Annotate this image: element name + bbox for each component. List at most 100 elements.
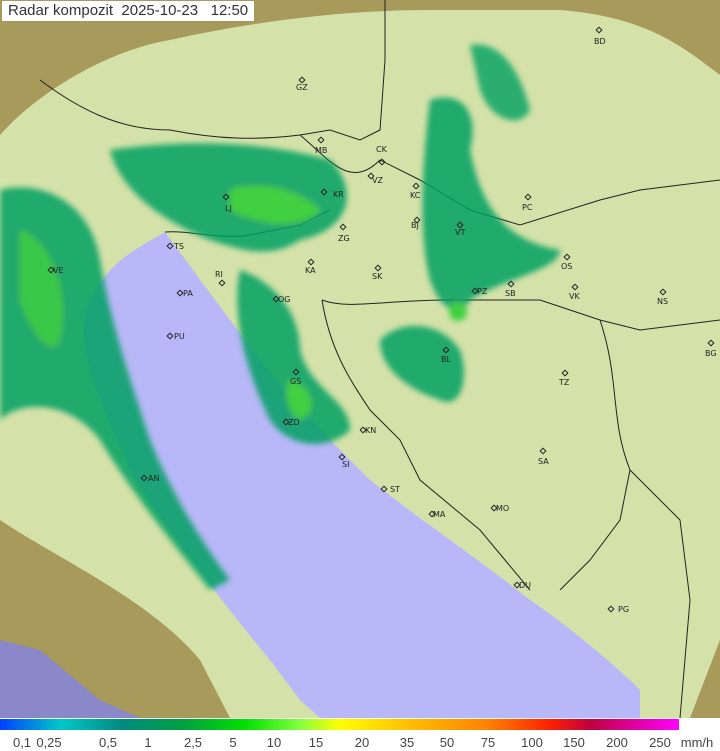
city-marker-icon <box>140 474 148 482</box>
city-label: GZ <box>296 83 308 92</box>
city-marker-icon <box>166 242 174 250</box>
city-label: GS <box>290 377 301 386</box>
city-marker-icon <box>380 485 388 493</box>
city-label: MO <box>496 504 509 513</box>
city-marker-icon <box>595 26 603 34</box>
city-marker-icon <box>442 346 450 354</box>
legend-tick: 50 <box>439 735 455 750</box>
city-label: PU <box>174 332 185 341</box>
city-label: ST <box>390 485 400 494</box>
city-label: SA <box>538 457 549 466</box>
legend-tick: 35 <box>399 735 415 750</box>
city-label: LJ <box>225 204 232 213</box>
city-marker-icon <box>412 182 420 190</box>
city-marker-icon <box>507 280 515 288</box>
city-label: VT <box>455 228 465 237</box>
city-marker-icon <box>166 332 174 340</box>
legend-tick: 20 <box>354 735 370 750</box>
city-marker-icon <box>513 581 521 589</box>
city-marker-icon <box>317 136 325 144</box>
country-borders <box>39 0 720 718</box>
precipitation-color-scale <box>0 719 679 730</box>
legend-tick: 250 <box>649 735 671 750</box>
city-label: SK <box>372 272 383 281</box>
city-marker-icon <box>374 264 382 272</box>
city-marker-icon <box>563 253 571 261</box>
city-label: AN <box>148 474 159 483</box>
city-label: TS <box>173 242 184 251</box>
city-marker-icon <box>571 283 579 291</box>
city-marker-icon <box>338 453 346 461</box>
city-label: SB <box>505 289 516 298</box>
map-title: Radar kompozit 2025-10-23 12:50 <box>2 1 255 21</box>
legend-tick: 0,1 <box>12 735 32 750</box>
legend-tick: 2,5 <box>183 735 203 750</box>
city-marker-icon <box>378 158 386 166</box>
city-marker-icon <box>428 510 436 518</box>
city-marker-icon <box>272 295 280 303</box>
legend-unit: mm/h <box>680 735 714 750</box>
city-label: OS <box>561 262 572 271</box>
city-label: CK <box>376 145 388 154</box>
city-marker-icon <box>320 188 328 196</box>
city-marker-icon <box>282 418 290 426</box>
city-marker-icon <box>176 289 184 297</box>
radar-map: BD GZ MB CK VZ KC PC LJ KR ZG BJ VT TS VE KA SK OS RI PA OG… <box>0 0 720 718</box>
city-label: PA <box>183 289 193 298</box>
city-marker-icon <box>707 339 715 347</box>
city-marker-icon <box>339 223 347 231</box>
city-label: RI <box>215 270 223 279</box>
city-marker-icon <box>471 287 479 295</box>
legend-tick: 1 <box>144 735 152 750</box>
city-label: VZ <box>372 176 383 185</box>
city-label: ZD <box>288 418 300 427</box>
city-label: DU <box>519 581 531 590</box>
legend-tick: 5 <box>229 735 237 750</box>
legend-tick: 100 <box>521 735 543 750</box>
city-marker-icon <box>218 279 226 287</box>
outer-region <box>0 640 140 718</box>
city-marker-icon <box>607 605 615 613</box>
legend-tick: 200 <box>606 735 628 750</box>
city-label: MA <box>433 510 446 519</box>
city-marker-icon <box>367 172 375 180</box>
city-marker-icon <box>359 426 367 434</box>
city-label: SI <box>342 460 349 469</box>
city-label: ZG <box>338 234 350 243</box>
city-marker-icon <box>561 369 569 377</box>
city-marker-icon <box>298 76 306 84</box>
city-label: KC <box>410 191 421 200</box>
city-label: MB <box>315 146 327 155</box>
city-marker-icon <box>539 447 547 455</box>
city-marker-icon <box>307 258 315 266</box>
legend-tick: 0,5 <box>98 735 118 750</box>
city-label: KA <box>305 266 316 275</box>
city-label: VE <box>53 266 64 275</box>
city-marker-icon <box>222 193 230 201</box>
city-marker-icon <box>490 504 498 512</box>
city-marker-icon <box>47 266 55 274</box>
sea <box>83 232 641 718</box>
city-label: KN <box>365 426 376 435</box>
city-label: BD <box>594 37 606 46</box>
city-label: PG <box>618 605 629 614</box>
legend-tick: 10 <box>266 735 282 750</box>
city-label: KR <box>333 190 344 199</box>
city-label: TZ <box>558 378 570 387</box>
city-label: NS <box>657 297 668 306</box>
city-marker-icon <box>524 193 532 201</box>
city-label: BJ <box>411 221 419 230</box>
city-label: BG <box>705 349 717 358</box>
city-marker-icon <box>456 221 464 229</box>
legend-tick: 75 <box>480 735 496 750</box>
legend-tick: 150 <box>563 735 585 750</box>
city-marker-icon <box>292 368 300 376</box>
legend-tick: 15 <box>308 735 324 750</box>
city-label: VK <box>569 292 580 301</box>
city-marker-icon <box>413 216 421 224</box>
city-label: BL <box>441 355 451 364</box>
legend-tick: 0,25 <box>36 735 62 750</box>
city-label: OG <box>278 295 291 304</box>
city-markers: BD GZ MB CK VZ KC PC LJ KR ZG BJ VT TS VE KA SK OS RI PA OG… <box>47 26 717 614</box>
